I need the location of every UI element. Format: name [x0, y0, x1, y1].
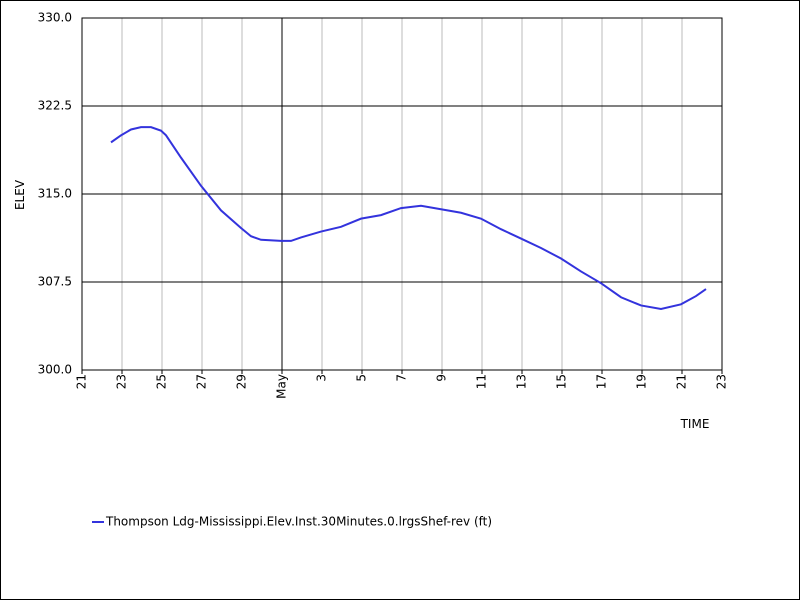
x-tick-label: 11: [475, 374, 489, 389]
y-tick-label: 322.5: [38, 99, 72, 113]
y-tick-label: 330.0: [38, 11, 72, 25]
x-tick-label: 7: [395, 374, 409, 382]
x-tick-label: 5: [355, 374, 369, 382]
x-tick-label: 21: [675, 374, 689, 389]
x-tick-label: 3: [315, 374, 329, 382]
x-tick-label: 9: [435, 374, 449, 382]
x-tick-label: 23: [115, 374, 129, 389]
x-tick-label: May: [275, 374, 289, 399]
x-axis-label: TIME: [680, 417, 710, 431]
x-tick-label: 23: [715, 374, 729, 389]
y-tick-label: 307.5: [38, 275, 72, 289]
plot-border: [81, 17, 723, 371]
x-tick-label: 19: [635, 374, 649, 389]
x-tick-label: 13: [515, 374, 529, 389]
x-tick-label: 29: [235, 374, 249, 389]
data-line: [110, 126, 707, 311]
y-tick-label: 300.0: [38, 363, 72, 377]
x-tick-label: 15: [555, 374, 569, 389]
x-tick-label: 17: [595, 374, 609, 389]
y-tick-label: 315.0: [38, 187, 72, 201]
x-tick-label: 21: [75, 374, 89, 389]
x-tick-label: 27: [195, 374, 209, 389]
legend-label: Thompson Ldg-Mississippi.Elev.Inst.30Min…: [105, 515, 492, 529]
x-tick-label: 25: [155, 374, 169, 389]
y-axis-label: ELEV: [13, 179, 27, 210]
